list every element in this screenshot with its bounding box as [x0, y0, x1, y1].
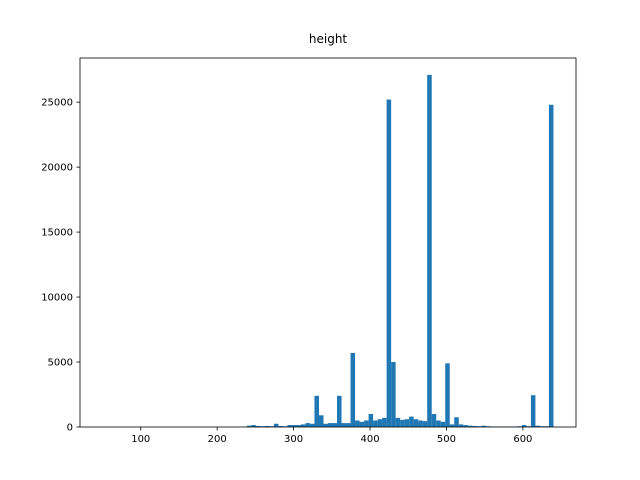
bar	[328, 423, 333, 427]
bar	[449, 424, 455, 427]
bar	[467, 425, 473, 427]
bar	[273, 423, 279, 427]
bar	[386, 99, 392, 428]
bar	[427, 74, 432, 428]
bar	[436, 420, 441, 427]
bar	[246, 425, 252, 427]
x-tick-label: 400	[360, 434, 379, 445]
bar	[418, 420, 423, 427]
x-tick-label: 200	[208, 434, 227, 445]
bar	[309, 423, 315, 427]
bar	[440, 421, 446, 427]
bar	[323, 423, 328, 427]
bar	[355, 420, 360, 427]
bar	[296, 425, 301, 427]
bar	[409, 416, 414, 427]
bar	[463, 425, 468, 427]
bar	[395, 417, 401, 427]
bar	[458, 424, 464, 427]
bar	[431, 414, 437, 427]
bar	[346, 423, 351, 427]
y-tick-label: 15000	[41, 228, 73, 239]
bar	[350, 352, 356, 427]
bar	[314, 395, 319, 427]
bar	[278, 425, 283, 427]
bar	[305, 423, 310, 427]
bar	[530, 395, 536, 427]
bar	[359, 421, 365, 427]
bar	[548, 104, 554, 427]
y-tick-label: 5000	[48, 358, 73, 369]
bar	[364, 420, 369, 427]
bar	[287, 425, 292, 427]
chart-title: height	[309, 32, 348, 46]
bar	[251, 425, 256, 427]
bar	[445, 363, 450, 427]
bar	[341, 423, 347, 427]
bar	[368, 414, 374, 427]
axes-frame	[79, 57, 577, 428]
bar	[422, 421, 428, 427]
bar	[291, 425, 297, 427]
bar	[391, 362, 396, 427]
bar	[535, 425, 540, 427]
bar	[377, 419, 383, 427]
x-tick-label: 100	[131, 434, 150, 445]
bar	[264, 425, 270, 427]
bar	[300, 424, 306, 427]
bar	[337, 395, 342, 427]
bar	[382, 417, 387, 427]
bar	[400, 419, 405, 427]
bar	[255, 425, 261, 427]
bar	[404, 419, 410, 427]
x-tick-label: 600	[513, 434, 532, 445]
bar	[318, 415, 324, 427]
x-tick-label: 500	[437, 434, 456, 445]
bar	[481, 425, 486, 427]
y-tick-label: 0	[67, 423, 73, 434]
y-tick-label: 10000	[41, 293, 73, 304]
bar	[521, 425, 527, 427]
y-tick-label: 25000	[41, 98, 73, 109]
bar	[454, 417, 459, 427]
bar	[413, 419, 419, 427]
x-tick-label: 300	[284, 434, 303, 445]
bar	[472, 425, 477, 427]
bar	[332, 423, 338, 427]
y-tick-label: 20000	[41, 163, 73, 174]
bar	[373, 420, 378, 427]
